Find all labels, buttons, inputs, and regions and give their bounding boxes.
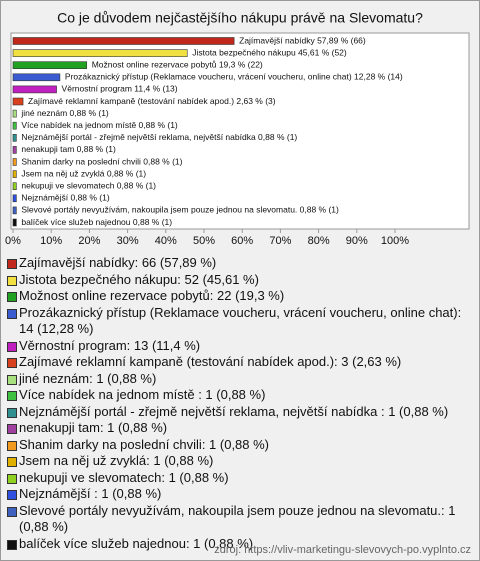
legend-swatch (7, 308, 17, 319)
legend-label: Nejznámější portál - zřejmě největší rek… (19, 403, 449, 419)
legend-swatch (7, 259, 17, 269)
value-label: Zajímavější nabídky 57,89 % (66) (239, 35, 366, 45)
x-tick-label: 10% (40, 235, 62, 247)
x-tick-label: 40% (155, 235, 177, 247)
bar (12, 61, 88, 70)
value-label: Věrnostní program 11,4 % (13) (62, 84, 178, 94)
value-label: Více nabídek na jednom místě 0,88 % (1) (21, 120, 178, 130)
bar (12, 182, 17, 190)
bar (12, 134, 17, 142)
legend-item: jiné neznám: 1 (0,88 %) (7, 371, 469, 388)
value-label: nenakupji tam 0,88 % (1) (21, 144, 116, 154)
legend-label: balíček více služeb najednou: 1 (0,88 %) (19, 535, 254, 551)
legend-label: Slevové portály nevyužívám, nakoupila js… (19, 502, 456, 535)
bar (12, 158, 17, 166)
legend-swatch (7, 473, 17, 484)
chart: Co je důvodem nejčastějšího nákupu právě… (5, 10, 470, 247)
bar (12, 146, 17, 154)
x-tick-label: 90% (346, 235, 368, 247)
legend-swatch (7, 440, 17, 451)
value-label: Shanim darky na poslední chvili 0,88 % (… (21, 156, 182, 166)
legend-swatch (7, 506, 17, 517)
legend-item: Jistota bezpečného nákupu: 52 (45,61 %) (7, 272, 469, 289)
legend-swatch (7, 374, 17, 385)
bar (12, 109, 17, 118)
legend-swatch (7, 341, 17, 352)
source: zdroj: https://vliv-marketingu-slevovych… (214, 544, 471, 556)
value-label: Slevové portály nevyužívám, nakoupila js… (21, 205, 339, 215)
legend-swatch (7, 275, 17, 286)
legend-label: Věrnostní program: 13 (11,4 %) (19, 337, 201, 353)
x-tick-label: 50% (193, 235, 215, 247)
legend-item: Nejznámější portál - zřejmě největší rek… (7, 404, 469, 421)
bar (12, 121, 17, 130)
value-label: Zajímavé reklamní kampaně (testování nab… (28, 96, 276, 106)
legend-swatch (7, 407, 17, 418)
value-label: Možnost online rezervace pobytů 19,3 % (… (92, 59, 263, 69)
value-label: Jistota bezpečného nákupu 45,61 % (52) (192, 47, 347, 57)
legend-swatch (7, 457, 17, 467)
x-tick-label: 20% (78, 235, 100, 247)
plot-area (10, 32, 470, 230)
legend-item: Více nabídek na jednom místě : 1 (0,88 %… (7, 387, 469, 404)
x-tick-label: 100% (381, 235, 409, 247)
legend-item: Věrnostní program: 13 (11,4 %) (7, 338, 469, 355)
legend-label: Zajímavé reklamní kampaně (testování nab… (19, 354, 402, 369)
legend-label: nekupuji ve slevomatech: 1 (0,88 %) (19, 469, 229, 485)
legend-label: Možnost online rezervace pobytů: 22 (19,… (19, 288, 285, 303)
bar (12, 218, 17, 227)
value-label: jiné neznám 0,88 % (1) (20, 108, 109, 118)
value-label: balíček více služeb najednou 0,88 % (1) (21, 217, 172, 227)
x-tick-label: 0% (5, 235, 21, 247)
legend-swatch (7, 424, 17, 434)
legend-label: jiné neznám: 1 (0,88 %) (19, 370, 157, 386)
bar (12, 97, 24, 106)
legend-swatch (7, 490, 17, 500)
value-label: nekupuji ve slevomatech 0,88 % (1) (21, 180, 156, 190)
legend-label: Zajímavější nabídky: 66 (57,89 %) (19, 255, 217, 270)
bar (12, 49, 188, 57)
x-tick-label: 30% (117, 235, 139, 247)
legend-item: Shanim darky na poslední chvili: 1 (0,88… (7, 437, 469, 454)
legend-label: Prozákaznický přístup (Reklamace voucher… (19, 304, 462, 337)
legend-label: Nejznámější : 1 (0,88 %) (19, 486, 162, 501)
value-label: Nejznámější 0,88 % (1) (21, 193, 110, 203)
value-label: Nejznámější portál - zřejmě největší rek… (21, 132, 297, 142)
legend-label: Jistota bezpečného nákupu: 52 (45,61 %) (19, 271, 259, 287)
legend-label: Jsem na něj už zvyklá: 1 (0,88 %) (19, 453, 214, 468)
legend-label: Více nabídek na jednom místě : 1 (0,88 %… (19, 387, 266, 402)
legend-item: Zajímavější nabídky: 66 (57,89 %) (7, 255, 469, 272)
x-tick-label: 80% (308, 235, 330, 247)
x-tick-label: 70% (269, 235, 291, 247)
legend-label: Shanim darky na poslední chvili: 1 (0,88… (19, 436, 270, 452)
chart-title: Co je důvodem nejčastějšího nákupu právě… (57, 10, 423, 26)
value-label: Prozákaznický přístup (Reklamace voucher… (65, 72, 403, 82)
bar (12, 37, 235, 45)
bar (12, 73, 61, 82)
legend-item: Nejznámější : 1 (0,88 %) (7, 486, 469, 503)
x-tick-label: 60% (231, 235, 253, 247)
bar (12, 85, 57, 94)
legend-item: balíček více služeb najednou: 1 (0,88 %) (7, 536, 469, 553)
legend-item: Slevové portály nevyužívám, nakoupila js… (7, 503, 469, 536)
legend: Zajímavější nabídky: 66 (57,89 %) Jistota… (7, 255, 469, 552)
bar (12, 194, 17, 203)
legend-item: Možnost online rezervace pobytů: 22 (19,… (7, 288, 469, 305)
legend-swatch (7, 539, 17, 550)
legend-item: nekupuji ve slevomatech: 1 (0,88 %) (7, 470, 469, 487)
legend-item: nenakupji tam: 1 (0,88 %) (7, 420, 469, 437)
legend-swatch (7, 391, 17, 401)
value-label: Jsem na něj už zvyklá 0,88 % (1) (21, 168, 146, 178)
legend-label: nenakupji tam: 1 (0,88 %) (19, 420, 168, 435)
legend-item: Prozákaznický přístup (Reklamace voucher… (7, 305, 469, 338)
legend-swatch (7, 292, 17, 302)
legend-item: Zajímavé reklamní kampaně (testování nab… (7, 354, 469, 371)
bar (12, 206, 17, 215)
legend-swatch (7, 358, 17, 368)
bar (12, 170, 17, 178)
legend-item: Jsem na něj už zvyklá: 1 (0,88 %) (7, 453, 469, 470)
